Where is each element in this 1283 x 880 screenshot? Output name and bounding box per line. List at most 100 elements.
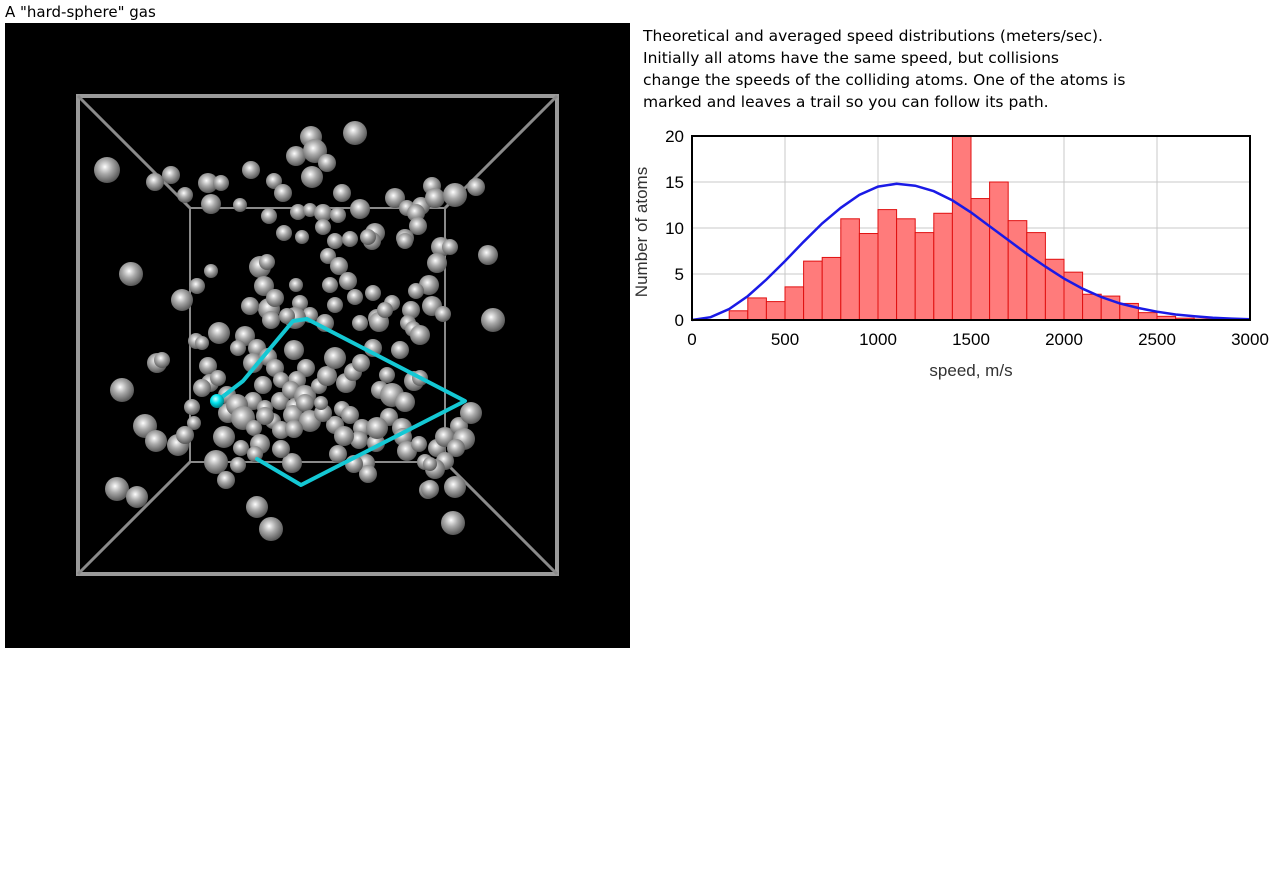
atom [341,406,359,424]
atom [350,199,370,219]
atom [317,366,337,386]
y-tick-label: 10 [665,219,684,238]
atom [460,402,482,424]
histogram-bar [877,209,898,321]
x-axis-label: speed, m/s [929,361,1012,380]
atom [395,392,415,412]
x-tick-label: 500 [771,330,799,349]
atom [285,420,303,438]
atom [410,325,430,345]
atom [110,378,134,402]
atom [208,322,230,344]
atom [481,308,505,332]
histogram-bar [747,297,767,321]
atom [146,173,164,191]
histogram-bar [821,256,842,321]
atom [126,486,148,508]
atom [246,496,268,518]
atom [274,184,292,202]
atom [230,340,246,356]
box-edge-top-left [76,94,192,210]
atom [296,394,314,412]
y-tick-label: 5 [675,265,684,284]
atom [419,275,439,295]
atom [204,450,228,474]
atom [360,229,376,245]
marked-atom[interactable] [210,394,224,408]
histogram-bar [1137,312,1158,321]
atom [478,245,498,265]
atom [295,230,309,244]
atom [318,154,336,172]
atom [303,203,317,217]
atom [329,445,347,463]
gas-simulation-canvas[interactable] [5,23,630,648]
simulation-3d-view[interactable] [5,23,630,648]
atom [408,283,424,299]
atom [241,297,259,315]
atom [301,166,323,188]
atom [195,336,209,350]
atom [397,233,413,249]
atom [283,405,303,425]
atom [365,285,381,301]
marked-atom-trail [215,317,467,487]
histogram-bar [1007,220,1028,321]
atom [230,457,246,473]
atom [217,471,235,489]
description-line: Initially all atoms have the same speed,… [643,49,1059,67]
atom [409,217,427,235]
atom [266,173,282,189]
atom [411,436,427,452]
atom [176,426,194,444]
atom [467,178,485,196]
atom [279,308,295,324]
box-front-face [76,94,559,576]
atom [189,278,205,294]
x-tick-label: 2500 [1138,330,1176,349]
atom [314,204,332,222]
atom [243,353,263,373]
atom [377,302,393,318]
y-axis-ticks: 0 5 10 15 20 [665,127,684,330]
atom [286,146,306,166]
atom [292,295,308,311]
atom [435,306,451,322]
plot-frame [691,135,1251,321]
x-tick-label: 2000 [1045,330,1083,349]
histogram-bar [803,260,823,321]
atom [119,262,143,286]
histogram-bars [728,135,1214,321]
atom [171,289,193,311]
atom [330,207,346,223]
histogram-bar [951,135,972,321]
histogram-bar [728,310,749,321]
atom [347,289,363,305]
atom [447,439,465,457]
atom [193,379,211,397]
atom [213,426,235,448]
atom [162,166,180,184]
atom [177,187,193,203]
atom [256,407,274,425]
atom [330,257,348,275]
atoms-group [94,121,505,541]
atom [276,225,292,241]
histogram-bar [1082,293,1102,321]
atom [246,420,262,436]
atom [352,315,368,331]
atom [315,219,331,235]
atom [421,480,439,498]
atom [259,517,283,541]
atom [379,367,395,383]
atom [314,396,328,410]
atom [272,440,290,458]
atom [320,248,336,264]
atom [444,476,466,498]
atom [187,416,201,430]
histogram-bar [784,286,805,321]
atom [272,421,290,439]
histogram-bar [989,181,1009,321]
atom [213,175,229,191]
atom [154,352,170,368]
